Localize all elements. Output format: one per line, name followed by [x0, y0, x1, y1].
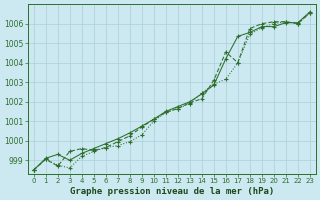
X-axis label: Graphe pression niveau de la mer (hPa): Graphe pression niveau de la mer (hPa)	[70, 187, 274, 196]
